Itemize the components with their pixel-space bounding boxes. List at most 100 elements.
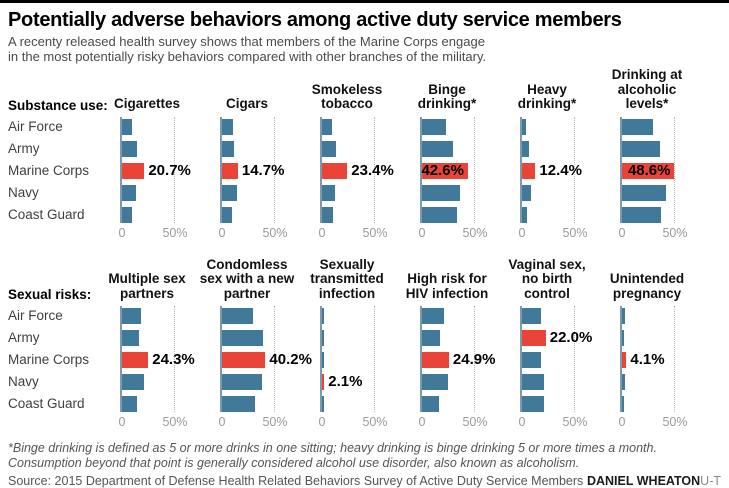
bar-highlight: [122, 352, 149, 368]
tick-label-zero: 0: [418, 415, 426, 429]
chart-header-cell: Multiple sex partners: [108, 271, 220, 305]
tick-label-50pct: 50%: [462, 415, 488, 429]
tick-label-zero: 0: [518, 225, 526, 240]
chart-header-cell: Vaginal sex, no birth control: [508, 257, 620, 306]
bar: [622, 396, 624, 412]
tick-label-zero: 0: [618, 415, 626, 429]
section-label-cell: Substance use:: [8, 98, 120, 116]
axis-line: [120, 116, 122, 223]
subtitle: A recenty released health survey shows t…: [8, 34, 721, 64]
small-multiples-grid: Substance use: Cigarettes Cigars Smokeless …: [8, 67, 729, 432]
bar: [422, 118, 446, 135]
branch-label: Air Force: [8, 308, 63, 323]
chart-header-cell: Cigars: [220, 96, 320, 116]
bar: [622, 118, 654, 135]
chart-section: Sexual risks: Multiple sex partners Condom…: [8, 256, 729, 432]
bar: [122, 184, 137, 201]
chart-title: Vaginal sex, no birth control: [508, 256, 586, 301]
axis-ticks: 0 50%: [219, 415, 320, 431]
bar-highlight: [322, 162, 348, 179]
chart-title: Cigars: [225, 96, 269, 111]
bar: [522, 140, 530, 157]
axis-line: [220, 306, 222, 412]
axis-line: [520, 116, 522, 223]
axis-ticks: 0 50%: [518, 225, 620, 242]
tick-label-zero: 0: [118, 225, 126, 240]
axis-line: [320, 306, 322, 412]
branch-labels: Air Force Army Marine Corps Navy Coast Guard: [8, 119, 120, 242]
tick-label-zero: 0: [618, 225, 626, 240]
top-rule: [0, 0, 729, 3]
bar: [122, 396, 137, 412]
axis-ticks: 0 50%: [618, 225, 720, 242]
axis-ticks: 0 50%: [219, 225, 320, 242]
value-label: 2.1%: [328, 373, 363, 390]
tick-label-zero: 0: [318, 415, 326, 429]
gridline-50pct: [474, 306, 475, 412]
bar: [122, 330, 140, 346]
bar: [222, 308, 253, 324]
plot-area: 23.4%: [320, 116, 420, 223]
tick-label-50pct: 50%: [162, 415, 188, 429]
bar-highlight: [522, 162, 536, 179]
tick-label-zero: 0: [118, 415, 126, 429]
bar: [122, 118, 132, 135]
mini-bar-chart: 42.6% 0 50%: [418, 116, 520, 242]
value-label: 22.0%: [549, 329, 593, 346]
mini-bar-chart: 23.4% 0 50%: [319, 116, 420, 242]
bar: [222, 330, 264, 346]
chart-title: High risk for HIV infection: [405, 271, 489, 301]
tick-label-50pct: 50%: [262, 225, 288, 240]
bar: [422, 184, 460, 201]
bar: [322, 352, 324, 368]
plot-area: 40.2%: [220, 306, 320, 412]
plot-area: 12.4%: [520, 116, 620, 223]
bar-highlight: [122, 162, 145, 179]
tick-label-50pct: 50%: [362, 225, 388, 240]
bar: [322, 140, 337, 157]
value-label: 24.3%: [152, 351, 195, 368]
mini-bar-chart: 24.9% 0 50%: [418, 306, 520, 431]
chart-body-row: Air Force Army Marine Corps Navy Coast Guard…: [8, 116, 729, 242]
branch-label: Army: [8, 330, 40, 345]
bar: [222, 374, 262, 390]
credit-name: DANIEL WHEATON: [586, 474, 701, 488]
value-label: 20.7%: [148, 161, 191, 179]
branch-label: Marine Corps: [8, 352, 90, 367]
bar: [322, 396, 324, 412]
axis-ticks: 0 50%: [418, 415, 520, 431]
bar: [122, 374, 145, 390]
bar: [622, 330, 624, 346]
mini-bar-chart: 40.2% 0 50%: [219, 306, 320, 431]
tick-label-50pct: 50%: [662, 225, 688, 240]
axis-ticks: 0 50%: [319, 225, 420, 242]
bar: [122, 206, 132, 223]
bar: [422, 396, 440, 412]
chart-body-row: Air Force Army Marine Corps Navy Coast Guard…: [8, 306, 729, 431]
bar: [322, 184, 335, 201]
gridline-50pct: [474, 116, 475, 223]
bar: [222, 118, 233, 135]
mini-bar-chart: 4.1% 0 50%: [618, 306, 720, 431]
plot-area: 14.7%: [220, 116, 320, 223]
mini-bar-chart: 24.3% 0 50%: [118, 306, 220, 431]
chart-title: Drinking at alcoholic levels*: [611, 67, 683, 111]
source-row: Source: 2015 Department of Defense Healt…: [8, 474, 721, 488]
chart-title: Condomless sex with a new partner: [199, 256, 295, 301]
branch-label: Navy: [8, 184, 39, 200]
bar-highlight: [222, 162, 238, 179]
tick-label-zero: 0: [418, 225, 426, 240]
axis-ticks: 0 50%: [118, 225, 220, 242]
value-label: 14.7%: [241, 161, 285, 179]
gridline-50pct: [674, 306, 675, 412]
tick-label-zero: 0: [518, 415, 526, 429]
mini-bar-chart: 20.7% 0 50%: [118, 116, 220, 242]
mini-bar-chart: 12.4% 0 50%: [518, 116, 620, 242]
chart-header-cell: Heavy drinking*: [518, 82, 620, 116]
bar: [122, 140, 137, 157]
page-title: Potentially adverse behaviors among acti…: [8, 9, 622, 31]
bar-highlight: [222, 352, 266, 368]
branch-label: Marine Corps: [8, 162, 90, 178]
bar-highlight: [522, 330, 546, 346]
